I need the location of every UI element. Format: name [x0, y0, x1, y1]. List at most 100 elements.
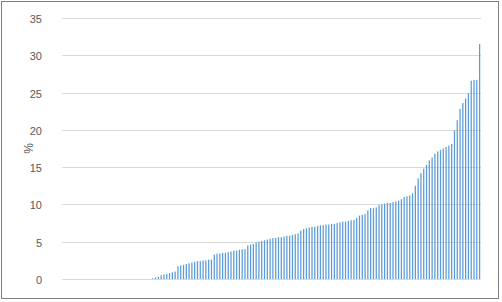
y-axis-label: % [22, 143, 36, 154]
bar [395, 201, 396, 279]
bar [149, 279, 150, 280]
bar [342, 222, 343, 279]
grid-line [62, 130, 481, 131]
grid-line [62, 279, 481, 280]
bar [88, 279, 89, 280]
grid-line [62, 167, 481, 168]
bar [317, 226, 318, 279]
bar [434, 154, 435, 279]
bar [283, 236, 284, 279]
bar [102, 279, 103, 280]
bar [286, 236, 287, 279]
bar [331, 224, 332, 279]
bar [337, 223, 338, 279]
bar [253, 244, 254, 279]
bar [233, 251, 234, 279]
bar [295, 234, 296, 279]
bar [362, 215, 363, 279]
bar [68, 279, 69, 280]
bar [476, 80, 477, 279]
bar [415, 186, 416, 279]
bar [272, 238, 273, 279]
bar [431, 157, 432, 279]
bar [292, 235, 293, 279]
bar [264, 240, 265, 279]
bar [222, 253, 223, 279]
bar [166, 274, 167, 279]
bar [423, 169, 424, 279]
bar [339, 222, 340, 279]
bar [465, 99, 466, 279]
bar [205, 260, 206, 279]
bar [169, 273, 170, 279]
y-tick-label: 25 [30, 88, 42, 100]
bar [426, 165, 427, 279]
bar [214, 254, 215, 279]
bar [163, 275, 164, 279]
bar [392, 202, 393, 279]
bar [311, 227, 312, 279]
bar [454, 131, 455, 279]
bar [99, 279, 100, 280]
bar [113, 279, 114, 280]
bar [138, 279, 139, 280]
bar [155, 278, 156, 279]
bar [479, 44, 480, 279]
bar [161, 275, 162, 279]
bar [314, 227, 315, 279]
bar [373, 208, 374, 279]
bar [242, 249, 243, 279]
grid-line [62, 55, 481, 56]
bar [370, 208, 371, 279]
bar [376, 207, 377, 279]
bar [71, 279, 72, 280]
bar [398, 201, 399, 279]
bar [158, 277, 159, 279]
bar [197, 261, 198, 279]
bar [401, 199, 402, 279]
bar [144, 279, 145, 280]
bar [328, 225, 329, 279]
bars [152, 44, 480, 279]
bar [412, 193, 413, 279]
bar [420, 173, 421, 279]
bar [80, 279, 81, 280]
bar [345, 222, 346, 279]
bar [208, 260, 209, 279]
bar [381, 204, 382, 279]
bar [457, 120, 458, 279]
bar [297, 234, 298, 279]
bar [275, 238, 276, 279]
bar [448, 146, 449, 279]
bar [437, 151, 438, 279]
bar [303, 229, 304, 279]
bar [85, 279, 86, 280]
bar [378, 205, 379, 279]
bar [177, 266, 178, 279]
bar [133, 279, 134, 280]
bar [387, 203, 388, 279]
bar [256, 242, 257, 279]
y-tick-label: 30 [30, 50, 42, 62]
bar [152, 278, 153, 279]
bar [74, 279, 75, 280]
bar [186, 264, 187, 279]
grid-line [62, 93, 481, 94]
bar [244, 249, 245, 279]
y-tick-label: 20 [30, 125, 42, 137]
y-tick-label: 15 [30, 162, 42, 174]
bar [175, 272, 176, 279]
bar [443, 149, 444, 280]
bar [462, 103, 463, 279]
bar [225, 253, 226, 279]
bar [267, 239, 268, 279]
bar [390, 203, 391, 279]
bar [247, 245, 248, 279]
bar [96, 279, 97, 280]
bar [127, 279, 128, 280]
bar [183, 265, 184, 279]
bar [124, 279, 125, 280]
bar [116, 279, 117, 280]
bar [228, 252, 229, 279]
bar [141, 279, 142, 280]
